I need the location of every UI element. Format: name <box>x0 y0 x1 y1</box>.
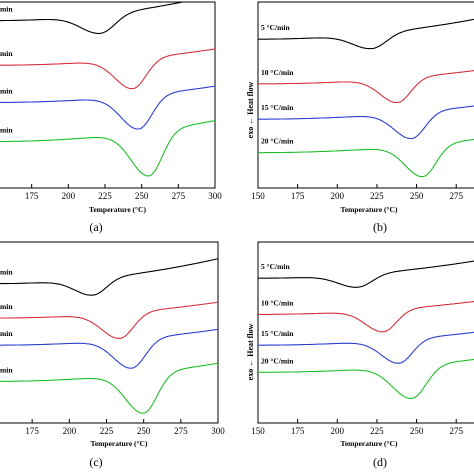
series-line <box>258 18 474 50</box>
panel-letter: (d) <box>373 455 387 469</box>
series-label: 5 °C/min <box>261 262 290 271</box>
y-axis-label: exo ← Heat flow <box>246 323 255 380</box>
series-label: 15 °C/min <box>261 103 294 112</box>
x-tick-label: 175 <box>25 191 39 201</box>
series-line <box>0 2 186 34</box>
x-axis-label: Temperature (°C) <box>341 439 398 448</box>
series-line <box>258 300 474 333</box>
x-tick-label: 150 <box>251 426 265 436</box>
series-label: 20 °C/min <box>261 137 294 146</box>
x-tick-label: 250 <box>410 191 424 201</box>
x-tick-label: 200 <box>331 191 345 201</box>
series-line <box>258 331 474 364</box>
x-tick-label: 225 <box>370 191 384 201</box>
series-label: min <box>0 302 13 311</box>
series-label: 15 °C/min <box>261 329 294 338</box>
series-label: 5 °C/min <box>261 23 290 32</box>
series-label: min <box>0 268 13 277</box>
panel-letter: (c) <box>89 455 102 469</box>
y-axis-label: exo ← Heat flow <box>246 81 255 138</box>
series-line <box>0 258 218 296</box>
panel-letter: (b) <box>373 220 387 234</box>
series-label: min <box>0 329 13 338</box>
x-tick-label: 250 <box>410 426 424 436</box>
x-tick-label: 200 <box>331 426 345 436</box>
x-tick-label: 175 <box>291 426 305 436</box>
series-line <box>0 362 218 414</box>
x-tick-label: 275 <box>172 191 186 201</box>
series-label: min <box>0 126 13 135</box>
x-tick-label: 225 <box>100 426 114 436</box>
x-tick-label: 150 <box>251 191 265 201</box>
x-tick-label: 275 <box>174 426 188 436</box>
series-label: min <box>0 49 13 58</box>
x-tick-label: 175 <box>25 426 39 436</box>
series-label: 10 °C/min <box>261 298 294 307</box>
panel-letter: (a) <box>89 220 102 234</box>
series-line <box>258 138 474 178</box>
series-line <box>258 358 474 399</box>
series-line <box>0 48 215 90</box>
series-line <box>0 328 218 369</box>
panel-c: 175 200 225 250 275 300 Temperature (°C) (c) min… <box>0 241 225 469</box>
series-line <box>258 105 474 140</box>
panel-a: 175 200 225 250 275 300 Temperature (°C) (a) min… <box>0 1 222 234</box>
series-line <box>0 301 218 339</box>
x-tick-label: 225 <box>98 191 112 201</box>
x-tick-label: 250 <box>137 426 151 436</box>
x-axis-label: Temperature (°C) <box>91 439 148 448</box>
x-tick-label: 275 <box>449 191 463 201</box>
series-label: min <box>0 365 13 374</box>
series-line <box>258 260 474 288</box>
x-axis-label: Temperature (°C) <box>341 205 398 214</box>
x-tick-label: 275 <box>449 426 463 436</box>
x-tick-label: 250 <box>135 191 149 201</box>
series-line <box>258 70 474 104</box>
plot-frame <box>257 1 474 189</box>
x-tick-label: 300 <box>211 426 225 436</box>
x-tick-label: 175 <box>291 191 305 201</box>
series-label: 20 °C/min <box>261 356 294 365</box>
series-line <box>0 85 215 130</box>
series-line <box>0 120 215 177</box>
x-tick-label: 200 <box>63 426 77 436</box>
x-axis-label: Temperature (°C) <box>89 205 146 214</box>
series-label: min <box>0 5 13 14</box>
series-label: min <box>0 86 13 95</box>
panel-b: 150 175 200 225 250 275 Temperature (°C) exo ← … <box>246 1 474 234</box>
x-tick-label: 300 <box>208 191 222 201</box>
plot-frame <box>0 241 219 424</box>
x-tick-label: 225 <box>370 426 384 436</box>
x-tick-label: 200 <box>62 191 76 201</box>
series-label: 10 °C/min <box>261 68 294 77</box>
panel-d: 150 175 200 225 250 275 Temperature (°C) exo ← … <box>246 241 474 469</box>
plot-frame <box>257 241 474 424</box>
